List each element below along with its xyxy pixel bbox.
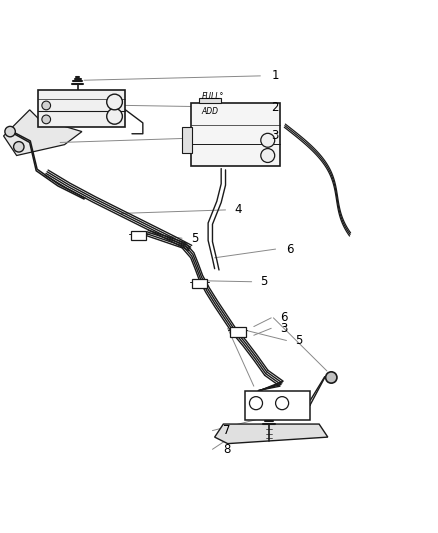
Text: 5: 5 bbox=[295, 334, 303, 347]
Text: 2: 2 bbox=[271, 101, 279, 114]
Bar bbox=[131, 231, 146, 240]
Text: 3: 3 bbox=[271, 130, 279, 142]
Text: 1: 1 bbox=[271, 69, 279, 83]
Circle shape bbox=[325, 372, 337, 383]
Bar bbox=[191, 103, 280, 166]
Circle shape bbox=[5, 126, 15, 137]
Circle shape bbox=[107, 94, 122, 110]
Circle shape bbox=[261, 149, 275, 163]
Text: 5: 5 bbox=[260, 275, 268, 288]
Text: 3: 3 bbox=[280, 322, 287, 335]
Text: FULL°: FULL° bbox=[201, 92, 224, 101]
Bar bbox=[191, 279, 207, 288]
Text: 8: 8 bbox=[223, 443, 231, 456]
Text: 6: 6 bbox=[286, 243, 294, 256]
Circle shape bbox=[261, 133, 275, 147]
Text: 4: 4 bbox=[234, 204, 242, 216]
Circle shape bbox=[276, 397, 289, 410]
Circle shape bbox=[250, 397, 262, 410]
Text: ADD: ADD bbox=[201, 107, 219, 116]
Bar bbox=[245, 391, 311, 419]
Circle shape bbox=[14, 142, 24, 152]
Polygon shape bbox=[215, 424, 328, 443]
Text: 6: 6 bbox=[280, 311, 287, 325]
Bar bbox=[39, 90, 125, 127]
Bar bbox=[182, 127, 191, 154]
Circle shape bbox=[107, 109, 122, 124]
Bar bbox=[230, 327, 246, 337]
Text: 5: 5 bbox=[191, 232, 198, 245]
Bar bbox=[199, 98, 221, 103]
Circle shape bbox=[42, 115, 50, 124]
Text: 7: 7 bbox=[223, 424, 231, 437]
Circle shape bbox=[42, 101, 50, 110]
Polygon shape bbox=[4, 110, 82, 156]
